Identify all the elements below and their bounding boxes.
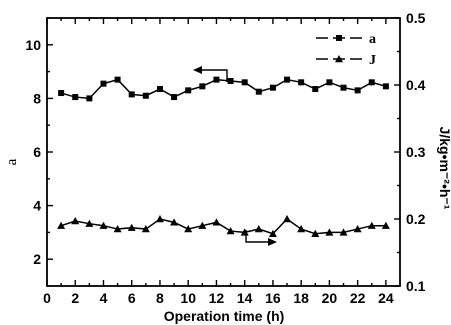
triangle-marker bbox=[254, 225, 263, 233]
triangle-marker bbox=[170, 218, 179, 226]
square-marker bbox=[185, 87, 192, 94]
x-axis-title: Operation time (h) bbox=[164, 308, 285, 324]
legend-entry-J: J bbox=[316, 53, 376, 68]
triangle-marker bbox=[71, 217, 80, 225]
square-marker bbox=[156, 86, 163, 93]
triangle-marker bbox=[99, 221, 108, 229]
square-marker bbox=[241, 79, 248, 86]
square-marker bbox=[312, 86, 319, 93]
series-J bbox=[57, 215, 390, 237]
triangle-marker bbox=[127, 223, 136, 231]
triangle-marker bbox=[212, 218, 221, 226]
y-right-tick-label: 0.2 bbox=[406, 211, 426, 227]
triangle-marker bbox=[57, 221, 66, 229]
square-marker bbox=[171, 94, 178, 101]
x-tick-label: 0 bbox=[43, 290, 51, 306]
x-tick-label: 6 bbox=[128, 290, 136, 306]
square-marker bbox=[86, 95, 93, 102]
triangle-marker bbox=[353, 225, 362, 233]
square-marker bbox=[100, 80, 107, 87]
square-marker bbox=[199, 83, 206, 90]
x-tick-label: 12 bbox=[209, 290, 225, 306]
plot-border bbox=[46, 17, 401, 287]
square-marker bbox=[58, 90, 65, 97]
left-y-axis-title: a bbox=[4, 158, 20, 165]
y-left-tick-label: 6 bbox=[33, 144, 41, 160]
triangle-marker bbox=[141, 225, 150, 233]
triangle-marker bbox=[155, 215, 164, 223]
series-layer bbox=[57, 76, 390, 237]
right-y-axis-ticks: 0.1 0.2 0.3 0.4 0.5 bbox=[394, 10, 426, 294]
series-line-a bbox=[60, 78, 387, 100]
x-tick-label: 8 bbox=[156, 290, 164, 306]
right-axis-arrowhead bbox=[268, 238, 277, 246]
square-marker bbox=[142, 92, 149, 99]
square-marker bbox=[298, 79, 305, 86]
series-a bbox=[58, 76, 389, 102]
y-right-tick-label: 0.3 bbox=[406, 144, 426, 160]
left-axis-arrow bbox=[199, 69, 228, 82]
triangle-marker bbox=[113, 225, 122, 233]
triangle-marker bbox=[268, 229, 277, 237]
square-marker bbox=[269, 84, 276, 91]
square-marker bbox=[382, 83, 389, 90]
x-tick-label: 18 bbox=[293, 290, 309, 306]
triangle-marker bbox=[339, 228, 348, 236]
square-marker bbox=[114, 76, 121, 83]
triangle-marker bbox=[325, 228, 334, 236]
left-axis-arrowhead bbox=[193, 66, 202, 74]
legend-label: J bbox=[369, 53, 376, 68]
x-axis-ticks: 0 2 4 6 8 10 12 14 16 18 20 22 24 bbox=[43, 18, 394, 306]
square-marker bbox=[72, 94, 79, 101]
triangle-marker bbox=[198, 221, 207, 229]
triangle-marker bbox=[184, 225, 193, 233]
triangle-marker bbox=[367, 221, 376, 229]
triangle-marker bbox=[226, 227, 235, 235]
square-marker bbox=[326, 79, 333, 86]
triangle-marker bbox=[381, 221, 390, 229]
square-marker bbox=[213, 76, 220, 83]
square-marker bbox=[128, 91, 135, 98]
plot-frame bbox=[46, 17, 401, 287]
y-left-tick-label: 4 bbox=[33, 198, 41, 214]
x-tick-label: 4 bbox=[100, 290, 108, 306]
y-left-tick-label: 8 bbox=[33, 90, 41, 106]
legend-entry-a: a bbox=[316, 32, 376, 47]
y-left-tick-label: 2 bbox=[33, 251, 41, 267]
axis-arrows bbox=[193, 66, 277, 246]
x-tick-label: 14 bbox=[237, 290, 253, 306]
x-tick-label: 20 bbox=[322, 290, 338, 306]
triangle-marker bbox=[311, 229, 320, 237]
x-tick-label: 2 bbox=[71, 290, 79, 306]
square-marker bbox=[368, 79, 375, 86]
right-y-axis-title: J/kg•m⁻²•h⁻¹ bbox=[437, 127, 451, 210]
right-axis-arrow bbox=[245, 230, 271, 243]
series-line-J bbox=[60, 218, 386, 235]
triangle-marker bbox=[297, 225, 306, 233]
y-right-tick-label: 0.1 bbox=[406, 278, 426, 294]
x-tick-label: 22 bbox=[350, 290, 366, 306]
legend-label: a bbox=[369, 32, 376, 47]
square-marker bbox=[354, 87, 361, 94]
x-tick-label: 24 bbox=[378, 290, 394, 306]
y-right-tick-label: 0.5 bbox=[406, 10, 426, 26]
square-marker bbox=[336, 35, 342, 41]
x-tick-label: 16 bbox=[265, 290, 281, 306]
y-left-tick-label: 10 bbox=[25, 37, 41, 53]
square-marker bbox=[284, 76, 291, 83]
x-tick-label: 10 bbox=[180, 290, 196, 306]
square-marker bbox=[340, 84, 347, 91]
triangle-marker bbox=[283, 215, 292, 223]
triangle-marker bbox=[335, 55, 343, 63]
square-marker bbox=[255, 88, 262, 95]
legend: aJ bbox=[316, 32, 376, 68]
square-marker bbox=[227, 77, 234, 84]
left-y-axis-ticks: 2 4 6 8 10 bbox=[25, 17, 53, 287]
triangle-marker bbox=[85, 219, 94, 227]
y-right-tick-label: 0.4 bbox=[406, 77, 426, 93]
